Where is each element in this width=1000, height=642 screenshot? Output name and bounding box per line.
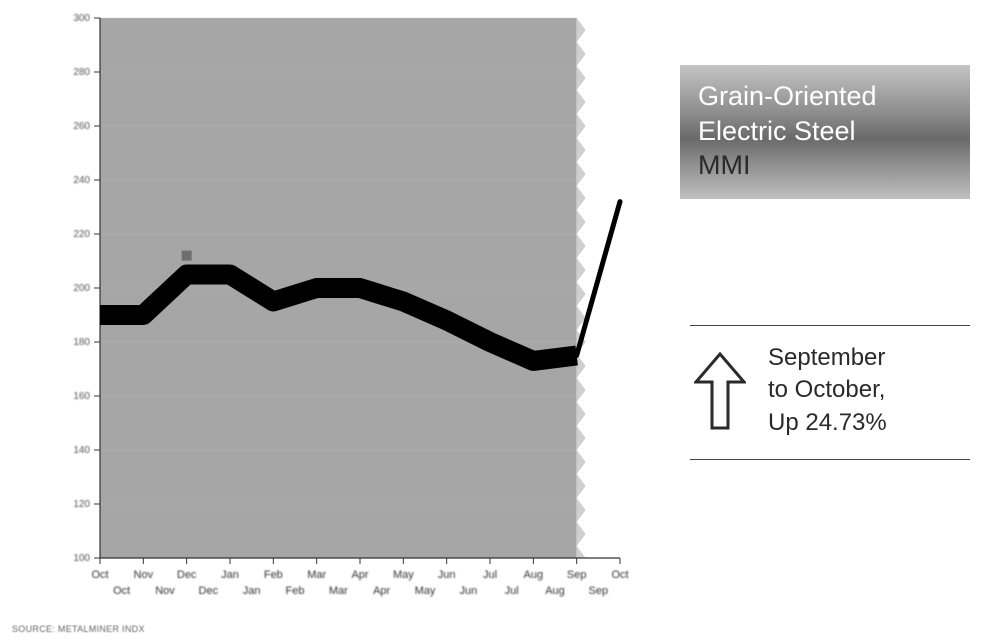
change-block: September to October, Up 24.73% (690, 325, 970, 460)
svg-text:Aug: Aug (545, 585, 565, 597)
svg-text:260: 260 (73, 121, 90, 132)
svg-text:160: 160 (73, 391, 90, 402)
svg-text:Dec: Dec (177, 569, 197, 581)
change-line-1: September (768, 342, 887, 374)
svg-text:180: 180 (73, 337, 90, 348)
title-line-2: Electric Steel (698, 114, 952, 149)
svg-text:120: 120 (73, 499, 90, 510)
side-panel: Grain-Oriented Electric Steel MMI Septem… (660, 0, 1000, 642)
trend-arrow-up-icon (690, 352, 750, 430)
svg-text:Mar: Mar (307, 569, 326, 581)
svg-text:280: 280 (73, 67, 90, 78)
svg-text:Jun: Jun (438, 569, 456, 581)
svg-text:100: 100 (73, 553, 90, 564)
svg-text:May: May (393, 569, 414, 581)
svg-text:240: 240 (73, 175, 90, 186)
title-line-3: MMI (698, 148, 952, 183)
svg-text:Jul: Jul (505, 585, 519, 597)
svg-text:Nov: Nov (155, 585, 175, 597)
svg-text:Apr: Apr (373, 585, 390, 597)
svg-text:May: May (415, 585, 436, 597)
change-line-2: to October, (768, 374, 887, 406)
source-text: SOURCE: METALMINER INDX (12, 624, 145, 634)
svg-text:Sep: Sep (567, 569, 587, 581)
svg-text:Jan: Jan (243, 585, 261, 597)
svg-text:Oct: Oct (91, 569, 108, 581)
svg-text:Jan: Jan (221, 569, 239, 581)
svg-text:Nov: Nov (134, 569, 154, 581)
goes-mmi-chart: 100120140160180200220240260280300OctNovD… (0, 0, 640, 610)
title-card: Grain-Oriented Electric Steel MMI (680, 65, 970, 199)
svg-text:200: 200 (73, 283, 90, 294)
svg-text:140: 140 (73, 445, 90, 456)
svg-text:Feb: Feb (264, 569, 283, 581)
svg-text:Oct: Oct (113, 585, 130, 597)
title-line-1: Grain-Oriented (698, 79, 952, 114)
svg-text:Sep: Sep (589, 585, 609, 597)
svg-text:Jun: Jun (459, 585, 477, 597)
svg-text:Aug: Aug (524, 569, 544, 581)
svg-text:Jul: Jul (483, 569, 497, 581)
change-line-3: Up 24.73% (768, 407, 887, 439)
svg-text:Apr: Apr (351, 569, 368, 581)
divider-bottom (690, 459, 970, 460)
svg-text:Oct: Oct (611, 569, 628, 581)
svg-text:Dec: Dec (199, 585, 219, 597)
chart-panel: 100120140160180200220240260280300OctNovD… (0, 0, 660, 642)
svg-text:300: 300 (73, 13, 90, 24)
change-text: September to October, Up 24.73% (768, 342, 887, 439)
svg-text:Feb: Feb (286, 585, 305, 597)
svg-text:Mar: Mar (329, 585, 348, 597)
svg-text:220: 220 (73, 229, 90, 240)
